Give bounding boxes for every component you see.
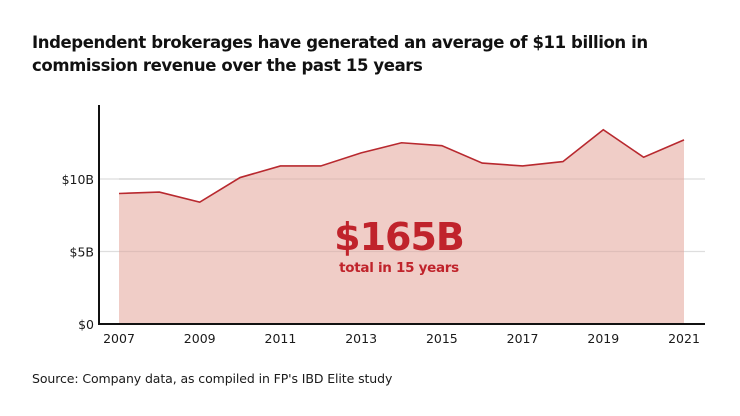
area-layer (118, 128, 685, 324)
y-tick-label: $5B (70, 245, 94, 260)
x-tick-label: 2015 (426, 331, 458, 346)
x-tick-label: 2009 (184, 331, 216, 346)
x-tick-label: 2019 (587, 331, 619, 346)
y-tick-label: $0 (78, 317, 94, 332)
annotation: $165B total in 15 years (334, 215, 465, 276)
annotation-total: $165B (334, 215, 464, 259)
x-tick-label: 2021 (668, 331, 700, 346)
source-note: Source: Company data, as compiled in FP'… (32, 371, 393, 386)
x-tick-label: 2011 (265, 331, 297, 346)
x-tick-label: 2007 (103, 331, 135, 346)
y-tick-label: $10B (62, 172, 94, 187)
area-fill (119, 129, 684, 324)
x-tick-labels: 2007 2009 2011 2013 2015 2017 2019 2021 (103, 331, 700, 346)
annotation-caption: total in 15 years (339, 260, 459, 276)
x-tick-label: 2017 (507, 331, 539, 346)
chart-title: Independent brokerages have generated an… (32, 33, 648, 75)
y-tick-labels: $0 $5B $10B (62, 172, 94, 332)
x-tick-label: 2013 (345, 331, 377, 346)
axes (98, 105, 705, 325)
